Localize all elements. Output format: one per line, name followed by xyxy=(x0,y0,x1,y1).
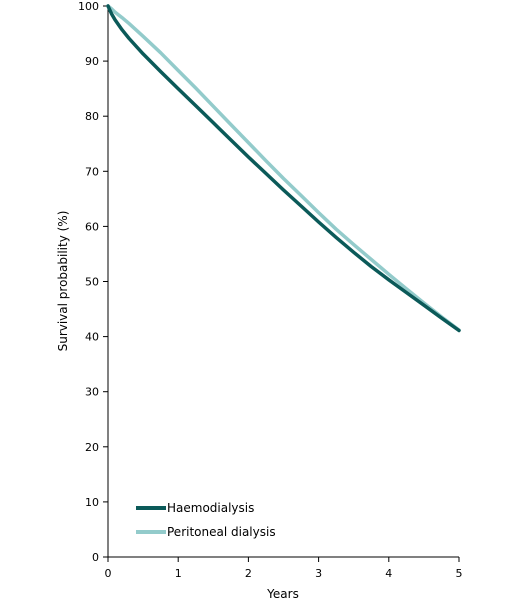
y-tick-label: 90 xyxy=(85,55,99,68)
legend-label-haemodialysis: Haemodialysis xyxy=(167,501,254,515)
y-tick-label: 60 xyxy=(85,220,99,233)
y-tick-label: 30 xyxy=(85,386,99,399)
y-tick-label: 10 xyxy=(85,496,99,509)
x-tick-label: 1 xyxy=(175,567,182,580)
series-line-peritoneal-dialysis xyxy=(106,4,461,332)
y-ticks: 0 10 20 30 40 50 60 70 80 90 100 xyxy=(78,0,108,564)
x-tick-label: 4 xyxy=(385,567,392,580)
x-tick-label: 3 xyxy=(315,567,322,580)
y-axis-title: Survival probability (%) xyxy=(56,211,70,352)
y-tick-label: 40 xyxy=(85,331,99,344)
x-axis-title: Years xyxy=(266,587,299,601)
series-lines xyxy=(106,4,461,333)
y-tick-label: 0 xyxy=(92,551,99,564)
y-tick-label: 20 xyxy=(85,441,99,454)
x-ticks: 0 1 2 3 4 5 xyxy=(105,557,463,580)
y-tick-label: 70 xyxy=(85,165,99,178)
y-tick-label: 100 xyxy=(78,0,99,13)
axes xyxy=(107,6,459,558)
x-tick-label: 0 xyxy=(105,567,112,580)
x-tick-label: 5 xyxy=(456,567,463,580)
legend: Haemodialysis Peritoneal dialysis xyxy=(136,501,276,539)
y-tick-label: 50 xyxy=(85,276,99,289)
legend-label-peritoneal-dialysis: Peritoneal dialysis xyxy=(167,525,276,539)
series-line-haemodialysis xyxy=(106,4,461,333)
x-tick-label: 2 xyxy=(245,567,252,580)
y-tick-label: 80 xyxy=(85,110,99,123)
